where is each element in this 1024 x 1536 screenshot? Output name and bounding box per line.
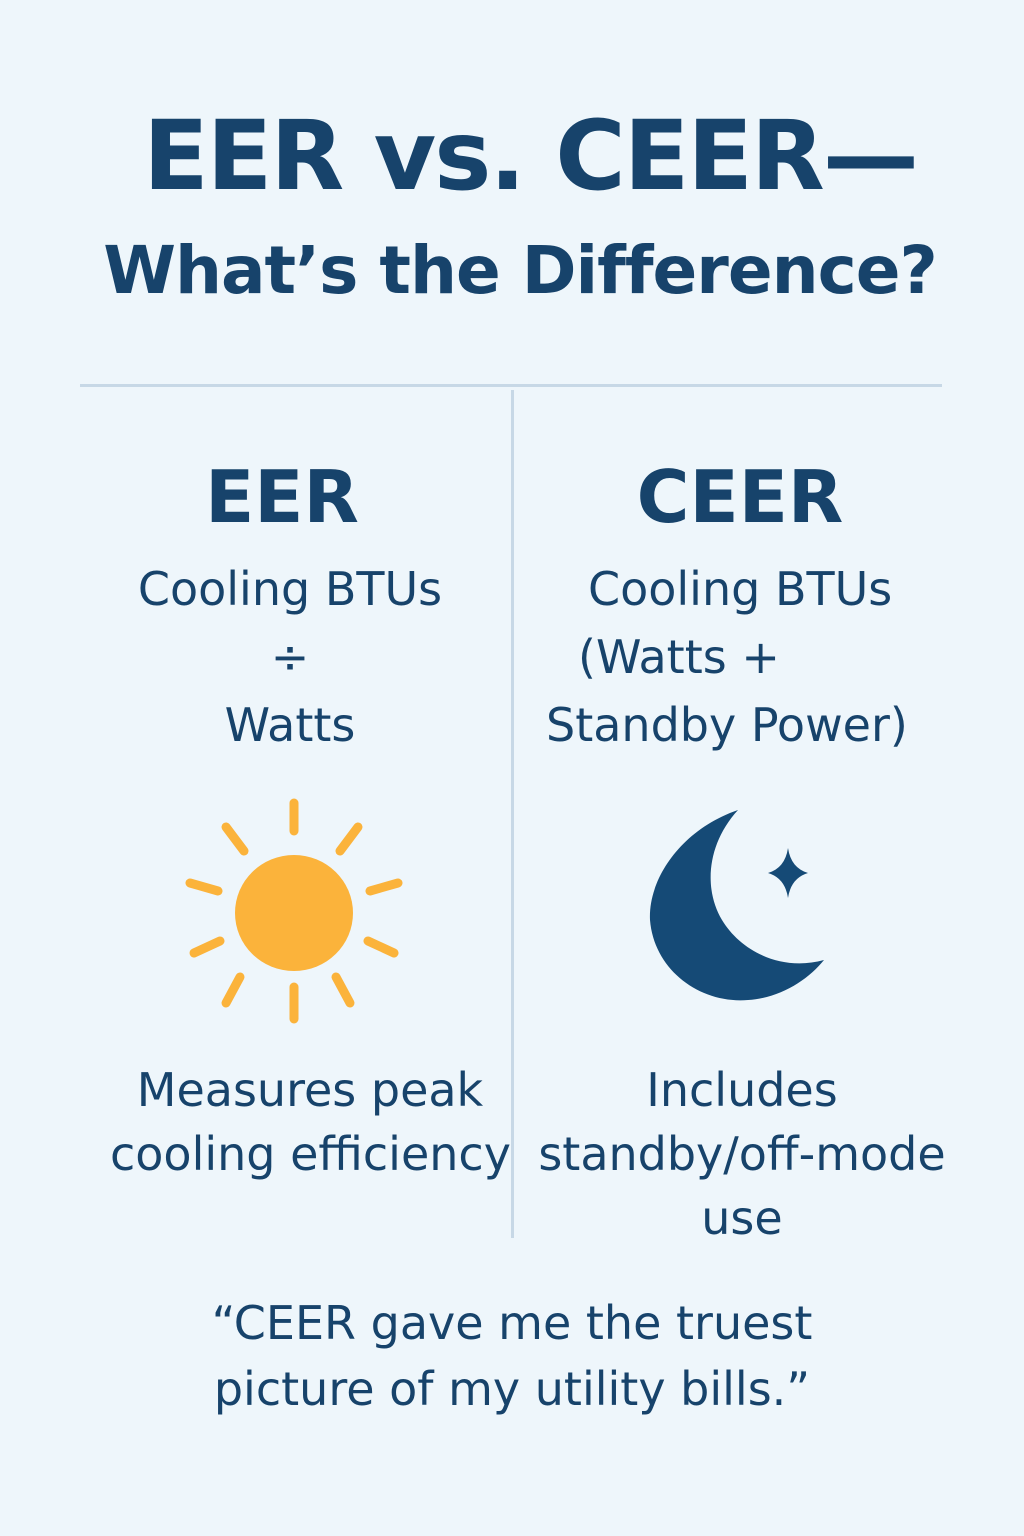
moon-star-icon	[649, 810, 824, 1001]
formula-line: Watts	[224, 698, 356, 752]
eer-formula: Cooling BTUs ÷ Watts	[90, 555, 490, 759]
description-line: use	[701, 1191, 783, 1245]
quote-line: picture of my utility bills.”	[213, 1362, 811, 1416]
description-line: standby/off-mode	[538, 1127, 946, 1181]
description-line: Measures peak	[136, 1063, 484, 1117]
formula-line: Standby Power)	[546, 698, 908, 752]
formula-line: (Watts +	[578, 630, 780, 684]
ceer-formula: Cooling BTUs (Watts + Standby Power)	[530, 555, 950, 759]
testimonial-quote: “CEER gave me the truest picture of my u…	[0, 1290, 1024, 1422]
title-line-1: EER vs. CEER—	[143, 100, 919, 212]
ceer-heading: CEER	[636, 455, 844, 539]
formula-line: Cooling BTUs	[137, 562, 443, 616]
eer-heading: EER	[205, 455, 359, 539]
formula-line: Cooling BTUs	[588, 562, 893, 616]
description-line: Includes	[646, 1063, 838, 1117]
description-line: cooling efficiency	[110, 1127, 511, 1181]
quote-line: “CEER gave me the truest	[211, 1296, 813, 1350]
eer-description: Measures peak cooling efficiency	[110, 1058, 511, 1186]
sun-icon	[185, 798, 403, 1024]
title-line-2: What’s the Difference?	[103, 232, 938, 309]
divide-symbol: ÷	[270, 630, 310, 684]
vertical-divider	[511, 390, 514, 1238]
horizontal-divider	[80, 384, 942, 387]
ceer-description: Includes standby/off-mode use	[532, 1058, 952, 1250]
